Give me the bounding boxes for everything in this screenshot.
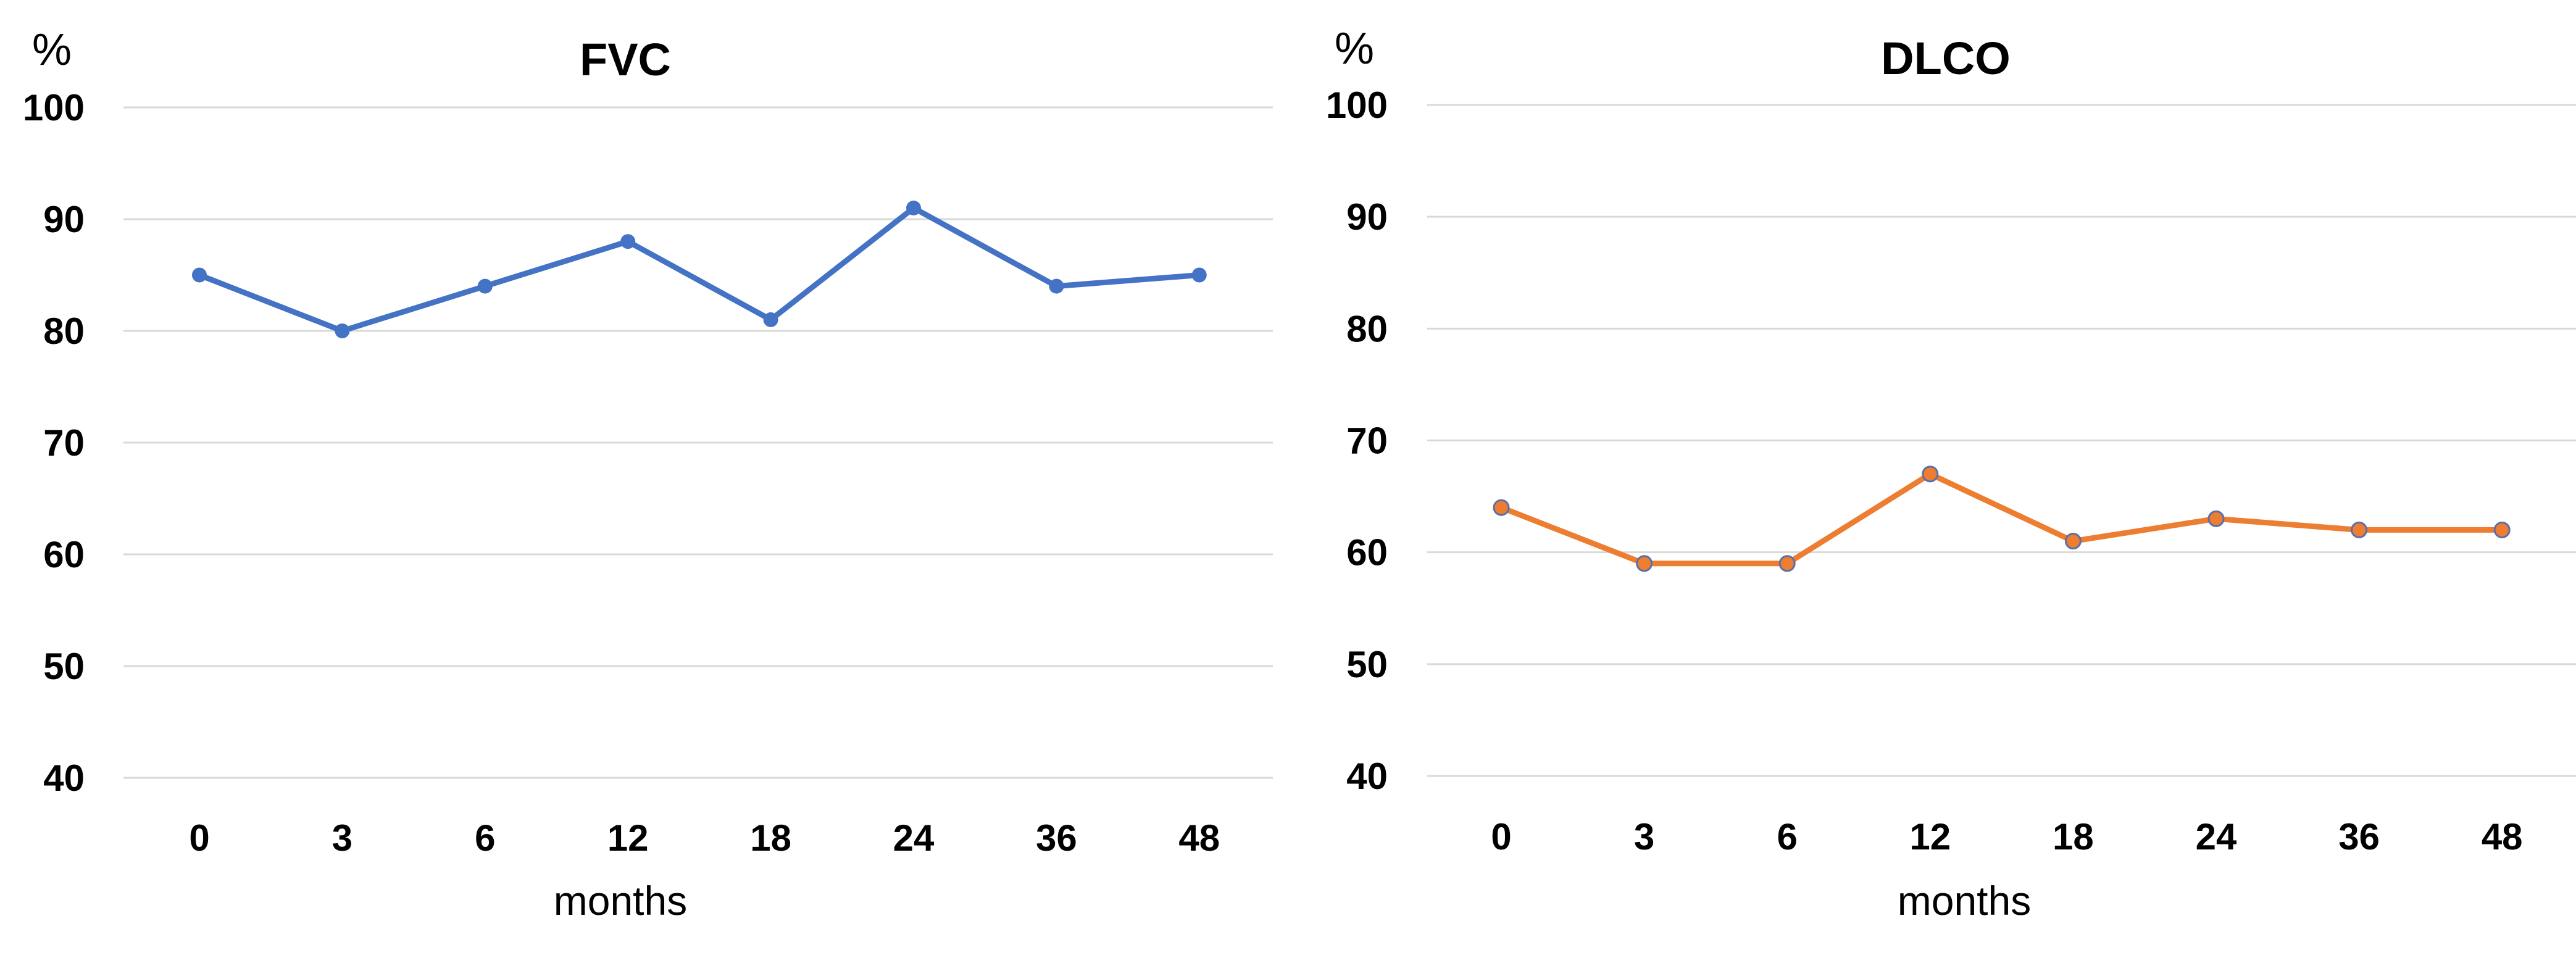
dlco-series-line: [1498, 471, 2505, 567]
dlco-x-axis: 0 3 6 12 18 24 36 48: [1491, 816, 2522, 857]
fvc-data-point: [335, 323, 350, 338]
fvc-x-axis-label: months: [554, 878, 687, 924]
fvc-y-tick-label: 90: [43, 199, 85, 240]
fvc-data-point: [906, 200, 921, 215]
fvc-series: [192, 200, 1207, 338]
dlco-data-point: [1922, 465, 1939, 483]
dlco-y-tick-label: 60: [1346, 532, 1388, 573]
fvc-y-axis: 100 90 80 70 60 50 40: [23, 87, 85, 799]
fvc-x-tick-label: 12: [607, 817, 649, 859]
fvc-gridlines: [123, 106, 1273, 779]
dlco-data-point: [2064, 533, 2082, 550]
fvc-data-point: [1049, 278, 1064, 294]
dlco-y-tick-label: 100: [1326, 85, 1388, 126]
fvc-y-tick-label: 60: [43, 534, 85, 575]
dlco-x-tick-label: 18: [2053, 816, 2094, 857]
fvc-data-point: [620, 234, 636, 249]
dlco-x-tick-label: 36: [2338, 816, 2380, 857]
dlco-x-tick-label: 24: [2196, 816, 2237, 857]
fvc-x-axis: 0 3 6 12 18 24 36 48: [189, 817, 1220, 859]
fvc-y-tick-label: 50: [43, 646, 85, 687]
dlco-y-tick-label: 70: [1346, 420, 1388, 462]
dlco-y-axis: 100 90 80 70 60 50 40: [1326, 85, 1388, 797]
fvc-unit-label: %: [32, 25, 72, 75]
dlco-data-point: [2207, 510, 2225, 527]
dlco-x-tick-label: 6: [1777, 816, 1798, 857]
fvc-x-tick-label: 24: [893, 817, 935, 859]
fvc-series-line: [196, 205, 1203, 334]
fvc-x-tick-label: 0: [189, 817, 209, 859]
fvc-y-tick-label: 70: [43, 422, 85, 464]
dlco-data-point: [1636, 555, 1653, 572]
fvc-y-tick-label: 80: [43, 311, 85, 352]
dlco-data-point: [1493, 499, 1510, 516]
dlco-data-point: [2351, 521, 2368, 538]
dlco-x-axis-label: months: [1898, 878, 2031, 924]
fvc-data-point: [763, 312, 778, 327]
dlco-y-tick-label: 40: [1346, 756, 1388, 797]
fvc-data-point: [192, 267, 207, 283]
fvc-x-tick-label: 48: [1178, 817, 1220, 859]
dlco-data-point: [2493, 521, 2511, 538]
dlco-x-tick-label: 0: [1491, 816, 1511, 857]
dlco-y-tick-label: 90: [1346, 196, 1388, 238]
dlco-x-tick-label: 12: [1909, 816, 1951, 857]
fvc-data-point: [1191, 267, 1207, 283]
dlco-y-tick-label: 80: [1346, 308, 1388, 349]
fvc-x-tick-label: 6: [475, 817, 495, 859]
fvc-x-tick-label: 3: [332, 817, 352, 859]
fvc-y-tick-label: 40: [43, 757, 85, 799]
dlco-x-tick-label: 3: [1634, 816, 1654, 857]
fvc-x-tick-label: 18: [750, 817, 791, 859]
dlco-y-tick-label: 50: [1346, 644, 1388, 685]
fvc-chart-title: FVC: [580, 34, 671, 85]
fvc-x-tick-label: 36: [1036, 817, 1077, 859]
fvc-y-tick-label: 100: [23, 87, 85, 128]
fvc-data-point: [477, 278, 493, 294]
dlco-gridlines: [1427, 104, 2576, 777]
dlco-unit-label: %: [1335, 24, 1374, 73]
dlco-series: [1493, 465, 2511, 572]
dlco-chart-title: DLCO: [1881, 33, 2011, 84]
dlco-x-tick-label: 48: [2482, 816, 2523, 857]
dlco-data-point: [1778, 555, 1796, 572]
